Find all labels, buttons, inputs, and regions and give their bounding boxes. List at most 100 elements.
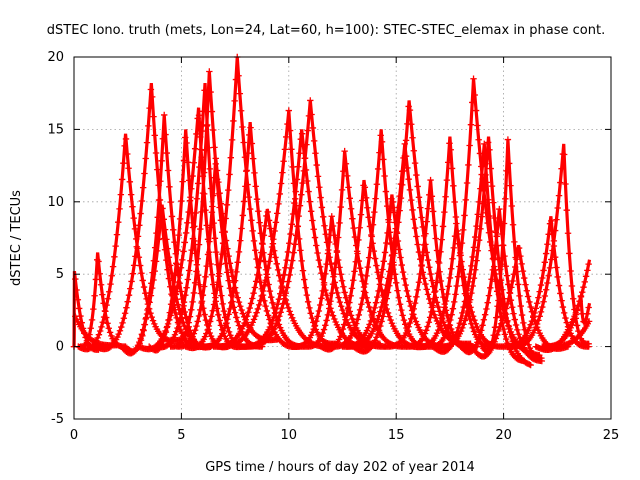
data-point-marker bbox=[176, 215, 184, 223]
data-point-marker bbox=[359, 197, 366, 204]
data-point-marker bbox=[307, 208, 315, 215]
data-point-marker bbox=[270, 313, 277, 321]
data-point-marker bbox=[252, 312, 259, 320]
data-point-marker bbox=[312, 150, 319, 157]
data-point-marker bbox=[238, 306, 245, 314]
data-point-marker bbox=[474, 211, 482, 218]
data-point-marker bbox=[338, 329, 345, 337]
data-point-marker bbox=[132, 347, 140, 354]
data-point-marker bbox=[424, 291, 432, 298]
data-point-marker bbox=[141, 170, 148, 177]
data-point-marker bbox=[331, 315, 338, 323]
data-point-marker bbox=[121, 310, 129, 317]
data-point-marker bbox=[478, 327, 485, 334]
data-point-marker bbox=[353, 248, 361, 255]
data-point-marker bbox=[215, 311, 222, 319]
data-point-marker bbox=[527, 361, 534, 369]
data-point-marker bbox=[518, 260, 525, 268]
data-point-marker bbox=[207, 224, 214, 231]
data-point-marker bbox=[202, 316, 210, 324]
data-point-marker bbox=[371, 337, 379, 344]
data-point-marker bbox=[277, 180, 285, 187]
data-point-marker bbox=[429, 302, 436, 309]
x-tick-label: 20 bbox=[495, 428, 512, 443]
data-point-marker bbox=[378, 138, 386, 145]
data-point-marker bbox=[379, 266, 386, 273]
data-point-marker bbox=[417, 270, 424, 278]
data-point-marker bbox=[354, 316, 361, 323]
data-point-marker bbox=[417, 204, 424, 211]
data-point-marker bbox=[481, 311, 489, 318]
data-point-marker bbox=[202, 207, 209, 214]
data-point-marker bbox=[247, 300, 255, 307]
data-point-marker bbox=[178, 197, 185, 205]
data-point-marker bbox=[175, 320, 183, 328]
data-point-marker bbox=[153, 229, 160, 237]
data-point-marker bbox=[413, 293, 420, 301]
data-point-marker bbox=[325, 238, 333, 246]
data-point-marker bbox=[237, 107, 245, 114]
data-point-marker bbox=[166, 183, 173, 191]
data-point-marker bbox=[508, 202, 515, 210]
data-point-marker bbox=[342, 316, 349, 323]
data-point-marker bbox=[202, 273, 209, 281]
data-point-marker bbox=[522, 281, 529, 288]
chart-title: dSTEC Iono. truth (mets, Lon=24, Lat=60,… bbox=[47, 23, 605, 38]
data-point-marker bbox=[558, 165, 565, 172]
data-point-marker bbox=[375, 327, 383, 334]
data-point-marker bbox=[585, 304, 592, 311]
data-point-marker bbox=[151, 132, 158, 139]
data-point-marker bbox=[296, 150, 303, 157]
data-point-marker bbox=[249, 319, 256, 326]
data-point-marker bbox=[203, 262, 210, 270]
data-point-marker bbox=[472, 107, 480, 114]
data-point-marker bbox=[273, 305, 280, 313]
data-point-marker bbox=[215, 178, 222, 186]
data-point-marker bbox=[142, 155, 149, 162]
data-point-marker bbox=[185, 208, 192, 216]
data-point-marker bbox=[177, 264, 185, 271]
data-point-marker bbox=[364, 299, 372, 306]
data-point-marker bbox=[197, 306, 204, 314]
satellite-arc bbox=[543, 318, 593, 350]
data-point-marker bbox=[161, 111, 168, 119]
data-point-marker bbox=[292, 188, 299, 195]
x-tick-label: 15 bbox=[388, 428, 405, 443]
data-point-marker bbox=[367, 244, 374, 251]
data-point-marker bbox=[234, 294, 241, 301]
data-point-marker bbox=[336, 298, 344, 306]
satellite-arc bbox=[478, 136, 545, 362]
data-point-marker bbox=[432, 235, 439, 242]
data-point-marker bbox=[120, 315, 128, 322]
data-point-marker bbox=[540, 298, 547, 305]
data-point-marker bbox=[508, 333, 515, 341]
data-point-marker bbox=[403, 287, 411, 295]
data-point-marker bbox=[137, 336, 145, 344]
data-point-marker bbox=[371, 304, 378, 312]
data-point-marker bbox=[473, 222, 480, 230]
data-point-marker bbox=[380, 258, 387, 265]
data-point-marker bbox=[336, 264, 343, 271]
data-point-marker bbox=[539, 303, 546, 311]
data-point-marker bbox=[186, 313, 194, 320]
data-point-marker bbox=[257, 279, 264, 286]
data-point-marker bbox=[307, 332, 315, 339]
data-point-marker bbox=[459, 266, 466, 273]
data-point-marker bbox=[408, 121, 415, 128]
data-point-marker bbox=[399, 312, 406, 319]
data-point-marker bbox=[88, 316, 96, 324]
data-point-marker bbox=[174, 324, 181, 332]
data-point-marker bbox=[160, 216, 167, 223]
data-point-marker bbox=[238, 225, 245, 232]
data-point-marker bbox=[531, 326, 538, 334]
data-point-marker bbox=[272, 322, 279, 330]
data-point-marker bbox=[444, 325, 451, 332]
data-point-marker bbox=[377, 132, 384, 139]
data-point-marker bbox=[327, 226, 334, 233]
data-point-marker bbox=[188, 246, 195, 254]
data-point-marker bbox=[253, 309, 260, 316]
data-point-marker bbox=[239, 212, 247, 219]
data-point-marker bbox=[364, 204, 371, 211]
data-point-marker bbox=[286, 127, 294, 134]
data-point-marker bbox=[376, 281, 384, 288]
